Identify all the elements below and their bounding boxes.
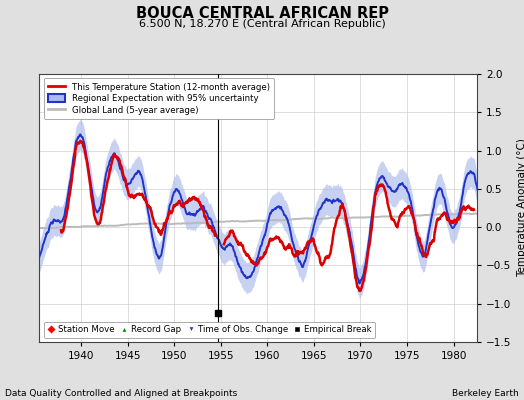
Y-axis label: Temperature Anomaly (°C): Temperature Anomaly (°C) bbox=[517, 138, 524, 278]
Text: 6.500 N, 18.270 E (Central African Republic): 6.500 N, 18.270 E (Central African Repub… bbox=[139, 19, 385, 29]
Text: BOUCA CENTRAL AFRICAN REP: BOUCA CENTRAL AFRICAN REP bbox=[136, 6, 388, 21]
Text: Data Quality Controlled and Aligned at Breakpoints: Data Quality Controlled and Aligned at B… bbox=[5, 389, 237, 398]
Legend: Station Move, Record Gap, Time of Obs. Change, Empirical Break: Station Move, Record Gap, Time of Obs. C… bbox=[43, 322, 375, 338]
Text: Berkeley Earth: Berkeley Earth bbox=[452, 389, 519, 398]
